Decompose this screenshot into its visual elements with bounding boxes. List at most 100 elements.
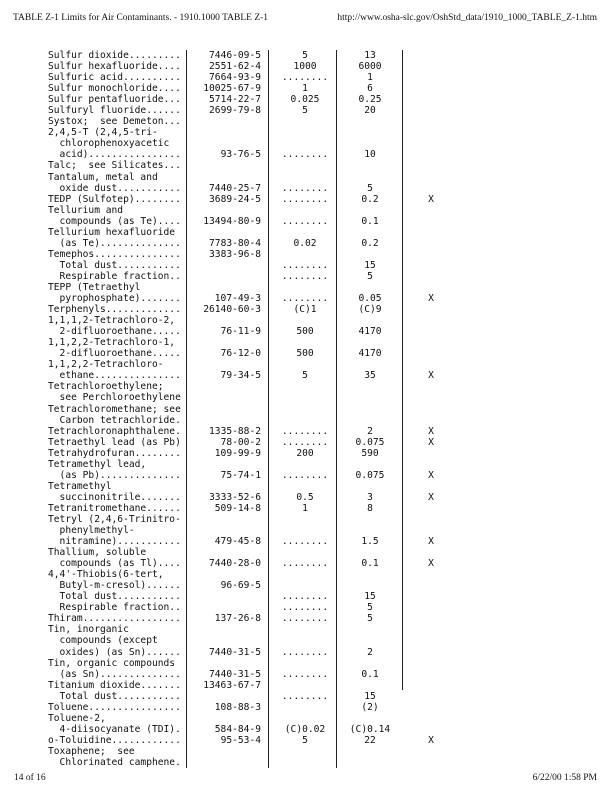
cas-number: 95-53-4 [220,734,261,746]
substance-name: 2-difluoroethane..... [48,348,181,360]
ppm-value: 0.025 [290,94,320,106]
substance-name: Titanium dioxide....... [48,679,181,691]
substance-name: pyrophosphate)....... [48,293,181,305]
substance-name: Tin, inorganic [48,624,129,636]
mg-m3-value: (C)9 [358,304,382,316]
cas-number: 2699-79-8 [209,105,261,117]
mg-m3-value: 6 [367,83,373,95]
substance-name: oxide dust........... [48,182,181,194]
ppm-value: 5 [302,105,308,117]
substance-name: Tetramethyl [48,480,112,492]
cas-number: 7440-25-7 [209,182,261,194]
cas-number: 7440-31-5 [209,646,261,658]
cas-number: 3689-24-5 [209,193,261,205]
ppm-value: 5 [302,734,308,746]
substance-name: Chlorinated camphene. [48,757,181,768]
mg-m3-value: 15 [364,591,376,603]
mg-m3-value: 5 [367,270,373,282]
cas-number: 10025-67-9 [203,83,261,95]
ppm-value: 500 [296,326,314,338]
substance-name: Sulfur pentafluoride... [48,94,181,106]
substance-name: Thallium, soluble [48,547,147,559]
mg-m3-value: 0.075 [355,469,385,481]
ppm-value: ........ [281,668,329,680]
mg-m3-value: 0.1 [361,558,379,570]
substance-name: 2-difluoroethane..... [48,326,181,338]
substance-name: Carbon tetrachloride. [48,414,181,426]
ppm-value: ........ [281,646,329,658]
mg-m3-value: 3 [367,491,373,503]
cas-number: 5714-22-7 [209,94,261,106]
mg-m3-value: 15 [364,690,376,702]
skin-designation: X [428,193,434,205]
cas-number: 3383-96-8 [209,248,261,260]
mg-m3-value: 0.1 [361,215,379,227]
mg-m3-value: 0.25 [358,94,382,106]
cas-number: 76-12-0 [220,348,261,360]
substance-name: Total dust........... [48,591,181,603]
mg-m3-value: (2) [361,701,379,713]
cas-number: 26140-60-3 [203,304,261,316]
ppm-value: 200 [296,447,314,459]
mg-m3-value: 4170 [358,326,382,338]
ppm-value: 5 [302,370,308,382]
substance-name: chlorophenoxyacetic [48,138,170,150]
skin-designation: X [428,293,434,305]
substance-name: Toluene-2, [48,712,106,724]
cas-number: 7783-80-4 [209,237,261,249]
substance-name: Sulfuryl fluoride...... [48,105,181,117]
ppm-value: ........ [281,259,329,271]
substance-name: (as Pb).............. [48,469,181,481]
substance-name: compounds (except [48,635,158,647]
cas-number: 75-74-1 [220,469,261,481]
substance-name: Temephos............... [48,248,181,260]
substance-name: Tellurium hexafluoride [48,226,176,238]
mg-m3-value: 4170 [358,348,382,360]
cas-number: 109-99-9 [214,447,261,459]
cas-number: 7446-09-5 [209,50,261,61]
substance-name: TEPP (Tetraethyl [48,281,141,293]
substance-name: (as Sn).............. [48,668,181,680]
cas-number: 76-11-9 [220,326,261,338]
substance-name: nitramine)........... [48,536,181,548]
substance-name: 1,1,2,2-Tetrachloro-1, [48,337,176,349]
substance-name: (as Te).............. [48,237,181,249]
ppm-value: ........ [281,436,329,448]
cas-number: 7440-31-5 [209,668,261,680]
cas-number: 479-45-8 [214,536,261,548]
ppm-value: ........ [281,193,329,205]
substance-name: Tetrachloromethane; see [48,403,181,415]
cas-number: 584-84-9 [214,723,261,735]
ppm-value: ........ [281,602,329,614]
ppm-value: 0.5 [296,491,314,503]
substance-name: Systox; see Demeton... [48,116,181,128]
print-datetime: 6/22/00 1:58 PM [532,773,597,783]
substance-name: acid)................ [48,149,181,161]
substance-name: Tetryl (2,4,6-Trinitro- [48,513,181,525]
substance-name: Tellurium and [48,204,124,216]
substance-name: Tin, organic compounds [48,657,176,669]
mg-m3-value: 22 [364,734,376,746]
mg-m3-value: 0.075 [355,436,385,448]
mg-m3-value: 10 [364,149,376,161]
substance-name: Tetranitromethane...... [48,502,181,514]
mg-m3-value: 590 [361,447,379,459]
ppm-value: 1 [302,502,308,514]
substance-name: Sulfur hexafluoride.... [48,61,181,73]
substance-name: Tetrachloroethylene; [48,381,164,393]
ppm-value: ........ [281,558,329,570]
ppm-value: ........ [281,293,329,305]
ppm-value: ........ [281,469,329,481]
skin-designation: X [428,370,434,382]
substance-name: Tetrachloronaphthalene. [48,425,181,437]
cas-number: 13463-67-7 [203,679,261,691]
mg-m3-value: 5 [367,613,373,625]
substance-name: 2,4,5-T (2,4,5-tri- [48,127,158,139]
substance-name: Sulfur monochloride.... [48,83,181,95]
substance-name: 4-diisocyanate (TDI). [48,723,181,735]
column-divider [336,50,338,768]
mg-m3-value: 0.05 [358,293,382,305]
substance-name: compounds (as Tl).... [48,558,181,570]
column-divider [268,50,270,768]
ppm-value: 1000 [293,61,317,73]
